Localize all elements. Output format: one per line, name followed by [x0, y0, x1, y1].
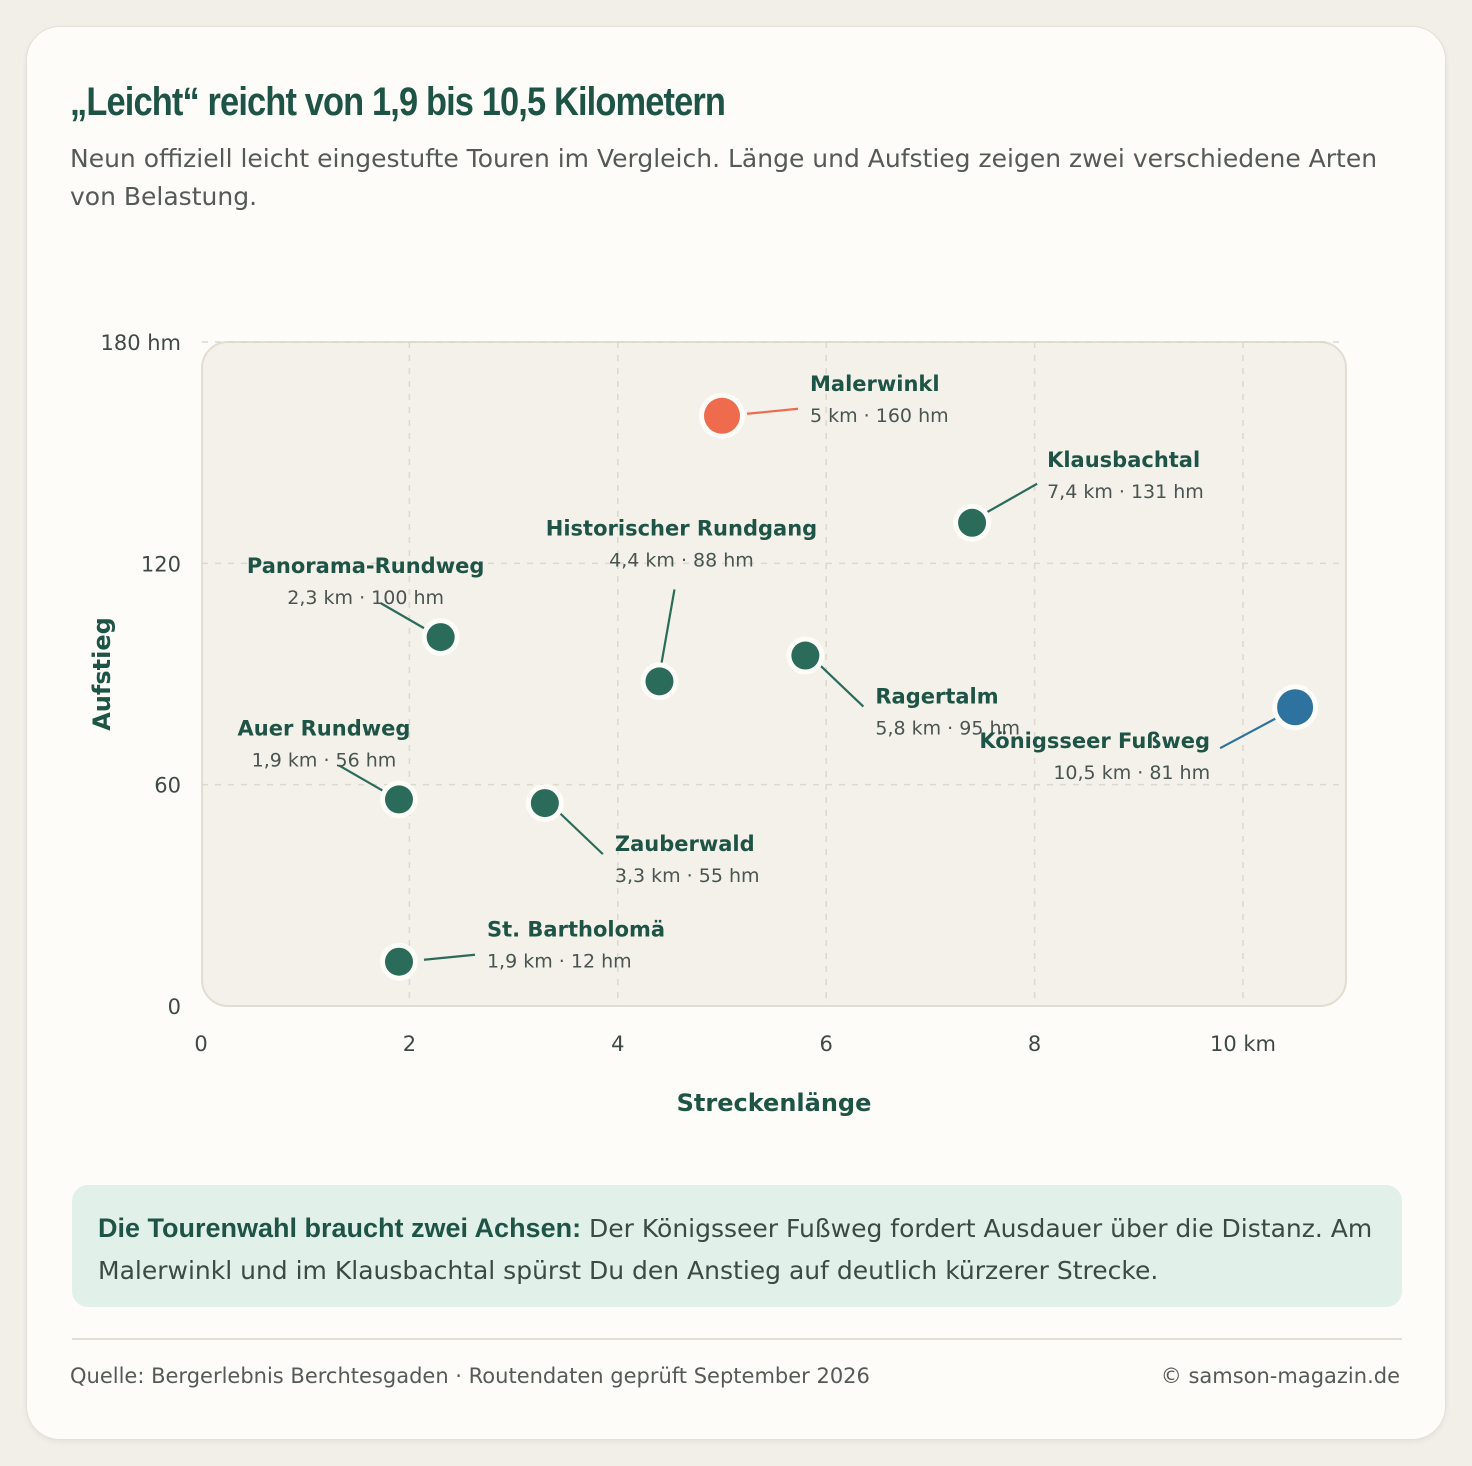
- point-detail: 7,4 km · 131 hm: [1047, 481, 1204, 503]
- point-label: St. Bartholomä: [487, 918, 665, 942]
- point-label: Historischer Rundgang: [546, 516, 817, 540]
- connector-line: [1219, 716, 1279, 750]
- connector-line: [338, 764, 385, 793]
- takeaway-note: Die Tourenwahl braucht zwei Achsen: Der …: [72, 1185, 1402, 1307]
- point-label: Panorama-Rundweg: [247, 554, 484, 578]
- takeaway-text: Der Königsseer Fußweg fordert Ausdauer ü…: [98, 1214, 1373, 1285]
- chart-subtitle: Neun offiziell leicht eingestufte Touren…: [70, 144, 1378, 211]
- point-label: Zauberwald: [615, 832, 755, 856]
- y-tick-label: 0: [168, 995, 181, 1019]
- data-point: [530, 789, 559, 818]
- data-point: [1277, 689, 1314, 726]
- y-tick-label: 60: [154, 774, 181, 798]
- y-tick-label: 180 hm: [100, 331, 181, 355]
- x-tick-label: 2: [403, 1032, 416, 1056]
- point-label: Ragertalm: [875, 685, 998, 709]
- x-tick-label: 6: [820, 1032, 833, 1056]
- source-note: Quelle: Bergerlebnis Berchtesgaden · Rou…: [70, 1364, 870, 1388]
- point-detail: 2,3 km · 100 hm: [287, 587, 444, 609]
- point-detail: 10,5 km · 81 hm: [1053, 762, 1210, 784]
- data-point: [958, 508, 987, 537]
- point-detail: 5 km · 160 hm: [810, 405, 949, 427]
- connector-line: [819, 664, 865, 708]
- x-tick-label: 10 km: [1210, 1032, 1276, 1056]
- x-axis-title: Streckenlänge: [677, 1089, 872, 1117]
- x-tick-label: 4: [611, 1032, 624, 1056]
- y-tick-label: 120: [141, 552, 181, 576]
- footer-divider: [72, 1338, 1402, 1340]
- point-label: Königsseer Fußweg: [979, 729, 1210, 753]
- connector-line: [380, 602, 427, 631]
- data-point: [384, 947, 413, 976]
- takeaway-lead: Die Tourenwahl braucht zwei Achsen:: [98, 1213, 582, 1243]
- data-point: [704, 397, 740, 434]
- point-detail: 4,4 km · 88 hm: [609, 549, 754, 571]
- data-point: [645, 667, 674, 696]
- point-detail: 1,9 km · 12 hm: [487, 951, 632, 973]
- x-tick-label: 0: [194, 1032, 207, 1056]
- connector-line: [985, 482, 1038, 514]
- chart-title: „Leicht“ reicht von 1,9 bis 10,5 Kilomet…: [70, 80, 726, 124]
- data-point: [791, 641, 820, 670]
- copyright: © samson-magazin.de: [1160, 1364, 1400, 1388]
- connector-line: [660, 589, 676, 664]
- y-axis-title: Aufstieg: [88, 617, 116, 731]
- connector-line: [423, 953, 476, 961]
- point-detail: 5,8 km · 95 hm: [875, 718, 1020, 740]
- point-detail: 1,9 km · 56 hm: [252, 749, 397, 771]
- connector-line: [559, 812, 604, 855]
- point-detail: 3,3 km · 55 hm: [615, 865, 760, 887]
- plot-background: [201, 341, 1347, 1007]
- point-label: Auer Rundweg: [238, 716, 411, 740]
- data-point: [384, 785, 413, 814]
- data-point: [426, 623, 455, 652]
- x-tick-label: 8: [1028, 1032, 1041, 1056]
- connector-line: [746, 407, 799, 415]
- point-label: Klausbachtal: [1047, 448, 1200, 472]
- scatter-chart: 0 2 4 6 8 10 km 0 60 120 180 hm Streckenlänge Aufst…: [88, 331, 1347, 1117]
- point-label: Malerwinkl: [810, 372, 940, 396]
